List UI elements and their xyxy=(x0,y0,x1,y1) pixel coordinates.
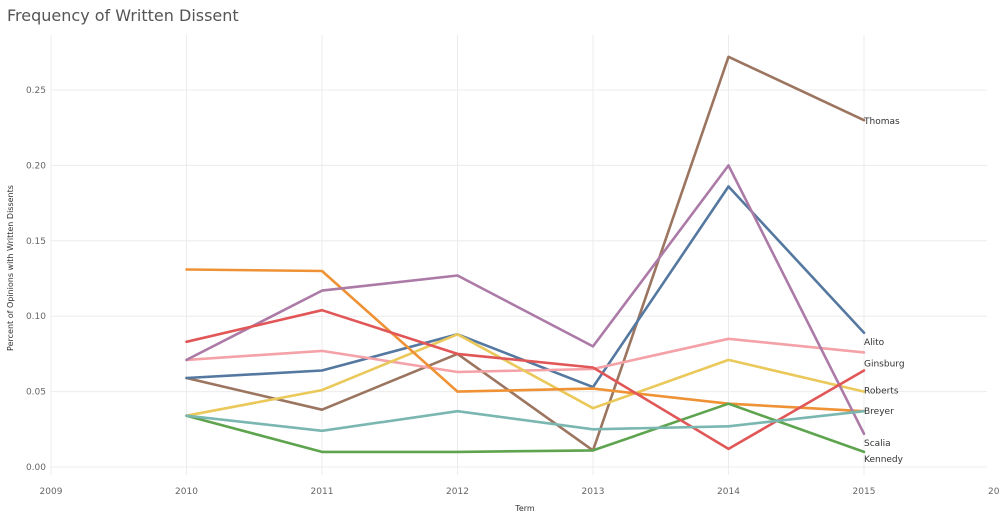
series-label-scalia: Scalia xyxy=(864,439,891,449)
y-tick-label: 0.20 xyxy=(26,161,46,171)
series-line-alito[interactable] xyxy=(185,185,866,389)
y-tick-label: 0.00 xyxy=(26,463,46,473)
chart-title: Frequency of Written Dissent xyxy=(7,6,239,25)
series-line-kennedy[interactable] xyxy=(185,402,866,454)
x-axis-title: Term xyxy=(514,504,535,513)
series-end-labels: Thomas Alito Ginsburg Roberts Breyer Scalia Ke… xyxy=(863,117,905,465)
series-line-breyer[interactable] xyxy=(185,268,866,413)
y-tick-label: 0.25 xyxy=(26,86,46,96)
y-tick-label: 0.05 xyxy=(26,388,46,398)
series-line-scalia[interactable] xyxy=(185,164,866,436)
x-axis-ticks: 2009 2010 2011 2012 2013 2014 2015 2016 xyxy=(40,487,999,497)
y-tick-label: 0.10 xyxy=(26,312,46,322)
x-tick-label: 2013 xyxy=(582,487,605,497)
x-tick-label: 2009 xyxy=(40,487,63,497)
series-label-kennedy: Kennedy xyxy=(864,455,904,465)
series-line-roberts[interactable] xyxy=(185,332,866,418)
series-label-alito: Alito xyxy=(864,338,885,348)
y-axis-ticks: 0.00 0.05 0.10 0.15 0.20 0.25 xyxy=(26,86,46,473)
series-line-kagan[interactable] xyxy=(185,409,866,433)
series-label-thomas: Thomas xyxy=(863,117,900,127)
x-tick-label: 2015 xyxy=(853,487,876,497)
series-label-roberts: Roberts xyxy=(864,387,899,397)
x-tick-label: 2012 xyxy=(446,487,469,497)
series-line-thomas[interactable] xyxy=(185,55,866,452)
y-axis-title: Percent of Opinions with Written Dissent… xyxy=(6,185,15,351)
x-tick-label: 2014 xyxy=(717,487,740,497)
y-tick-label: 0.15 xyxy=(26,237,46,247)
x-tick-label: 2016 xyxy=(988,487,999,497)
x-tick-label: 2010 xyxy=(175,487,198,497)
series-layer xyxy=(185,55,866,454)
series-label-ginsburg: Ginsburg xyxy=(864,359,905,369)
series-line-sotomayor[interactable] xyxy=(185,308,866,451)
series-label-breyer: Breyer xyxy=(864,407,894,417)
grid-layer xyxy=(50,35,987,475)
x-tick-label: 2011 xyxy=(311,487,334,497)
